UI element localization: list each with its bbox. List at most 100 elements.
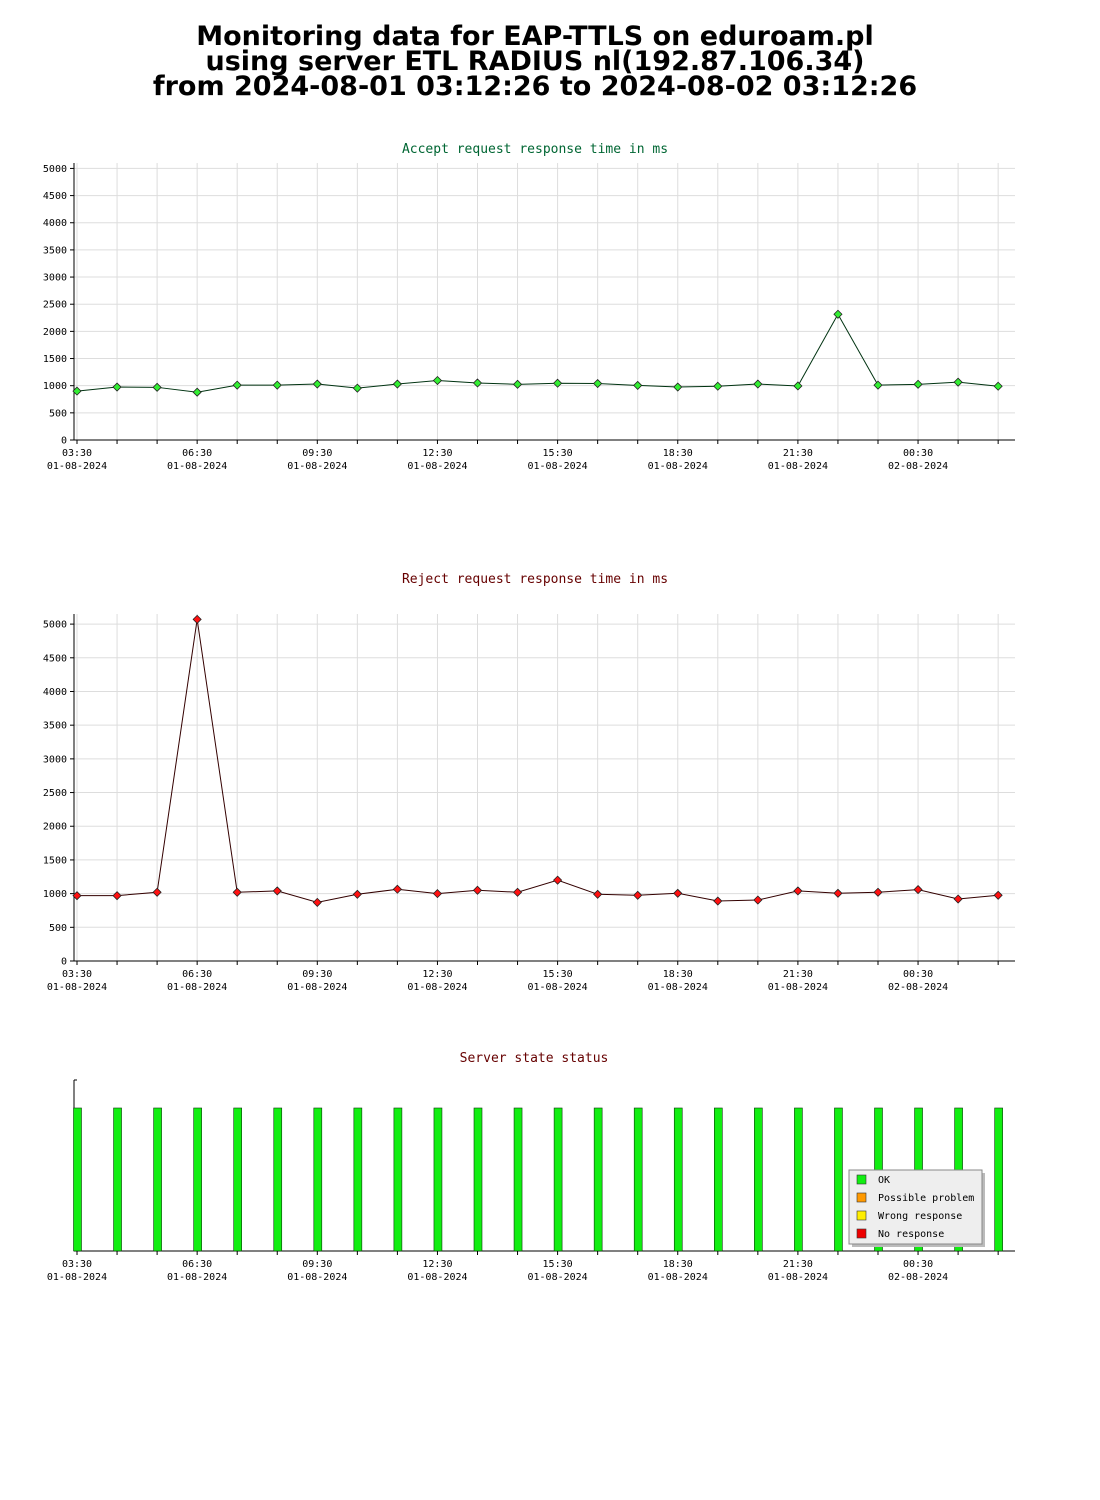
x-tick-label-time: 03:30 — [62, 1259, 92, 1270]
data-point — [512, 379, 523, 389]
y-tick-label: 3000 — [43, 754, 67, 765]
x-tick-label-time: 06:30 — [182, 448, 212, 459]
x-tick-label-time: 21:30 — [783, 1259, 813, 1270]
y-tick-label: 4500 — [43, 191, 67, 202]
legend-label: Wrong response — [878, 1211, 962, 1222]
data-point — [72, 386, 82, 396]
status-bar — [153, 1107, 162, 1252]
data-point — [993, 381, 1003, 391]
y-tick-label: 3000 — [43, 273, 67, 284]
x-tick-label-date: 02-08-2024 — [888, 461, 948, 472]
data-point — [192, 614, 202, 624]
chart-title: Server state status — [460, 1051, 609, 1066]
data-point — [873, 380, 883, 390]
y-tick-label: 4000 — [43, 218, 67, 229]
x-tick-label-time: 18:30 — [663, 969, 693, 980]
status-bar — [273, 1107, 283, 1252]
y-tick-label: 500 — [49, 408, 67, 419]
x-tick-label-date: 01-08-2024 — [768, 1272, 828, 1283]
x-tick-label-date: 01-08-2024 — [47, 461, 107, 472]
y-tick-label: 5000 — [43, 620, 67, 631]
page-title: Monitoring data for EAP-TTLS on eduroam.… — [0, 23, 1070, 102]
x-tick-label-time: 15:30 — [543, 1259, 573, 1270]
status-bar — [633, 1107, 643, 1252]
x-tick-label-time: 00:30 — [903, 448, 933, 459]
data-point — [192, 387, 202, 397]
data-point — [673, 888, 683, 898]
status-bar — [393, 1107, 403, 1252]
data-point — [833, 309, 843, 319]
data-point — [232, 380, 242, 390]
data-point — [512, 887, 523, 897]
x-tick-label-date: 01-08-2024 — [287, 461, 347, 472]
data-point — [913, 379, 923, 389]
data-point — [432, 375, 443, 386]
series-line — [76, 313, 999, 393]
x-tick-label-time: 09:30 — [302, 1259, 332, 1270]
data-point — [993, 890, 1003, 900]
data-point — [673, 382, 683, 392]
data-point — [352, 383, 362, 393]
x-tick-label-date: 01-08-2024 — [167, 1272, 227, 1283]
x-tick-label-time: 03:30 — [62, 448, 92, 459]
legend-swatch — [856, 1210, 867, 1221]
x-tick-label-date: 02-08-2024 — [888, 1272, 948, 1283]
legend-swatch — [856, 1174, 867, 1185]
x-tick-label-date: 01-08-2024 — [648, 461, 708, 472]
x-tick-label-time: 15:30 — [543, 969, 573, 980]
x-tick-label-date: 01-08-2024 — [407, 1272, 467, 1283]
legend-label: OK — [878, 1175, 890, 1186]
data-point — [392, 379, 402, 389]
status-bar — [754, 1107, 763, 1252]
x-tick-label-date: 01-08-2024 — [47, 1272, 107, 1283]
data-point — [913, 885, 923, 895]
series-line — [77, 619, 999, 903]
data-point — [152, 887, 162, 897]
x-tick-label-time: 06:30 — [182, 969, 212, 980]
reject-response-chart: Reject request response time in ms 0 500 10… — [43, 572, 1015, 993]
data-point — [633, 380, 643, 390]
data-point — [352, 889, 362, 899]
data-point — [953, 894, 963, 904]
legend — [848, 1169, 983, 1245]
x-tick-label-date: 02-08-2024 — [888, 982, 948, 993]
x-tick-label-date: 01-08-2024 — [407, 982, 467, 993]
y-tick-label: 4500 — [43, 653, 67, 664]
y-tick-label: 2000 — [43, 327, 67, 338]
page-title-line-3: from 2024-08-01 03:12:26 to 2024-08-02 0… — [152, 71, 918, 102]
data-point — [553, 875, 563, 885]
server-status-chart: Server state status 03:30 01-08-2024 06:30 0… — [47, 1051, 1015, 1283]
y-tick-label: 5000 — [43, 164, 67, 175]
data-point — [232, 887, 242, 897]
x-tick-label-date: 01-08-2024 — [768, 461, 828, 472]
status-bar — [433, 1107, 443, 1252]
data-point — [392, 884, 402, 894]
status-bar — [113, 1107, 122, 1252]
x-tick-label-time: 09:30 — [302, 448, 332, 459]
data-point — [553, 378, 563, 388]
data-point — [593, 889, 603, 899]
status-bar — [353, 1107, 363, 1252]
x-tick-label-time: 18:30 — [663, 1259, 693, 1270]
x-tick-label-date: 01-08-2024 — [47, 982, 107, 993]
x-tick-label-date: 01-08-2024 — [768, 982, 828, 993]
status-bar — [193, 1107, 202, 1252]
x-tick-label-time: 06:30 — [182, 1259, 212, 1270]
x-tick-label-time: 09:30 — [302, 969, 332, 980]
x-tick-label-date: 01-08-2024 — [527, 1272, 587, 1283]
legend-swatch — [856, 1192, 867, 1203]
data-point — [312, 897, 322, 907]
y-tick-label: 1000 — [43, 889, 67, 900]
data-point — [472, 378, 483, 388]
chart-title: Accept request response time in ms — [402, 142, 668, 157]
legend-label: No response — [878, 1229, 944, 1240]
data-point — [753, 379, 763, 389]
data-point — [152, 382, 162, 392]
x-tick-label-time: 21:30 — [783, 448, 813, 459]
data-point — [593, 378, 603, 389]
x-tick-label-time: 12:30 — [422, 448, 452, 459]
y-tick-label: 0 — [61, 436, 67, 447]
y-tick-label: 2000 — [43, 822, 67, 833]
x-tick-label-time: 21:30 — [783, 969, 813, 980]
y-tick-label: 2500 — [43, 300, 67, 311]
